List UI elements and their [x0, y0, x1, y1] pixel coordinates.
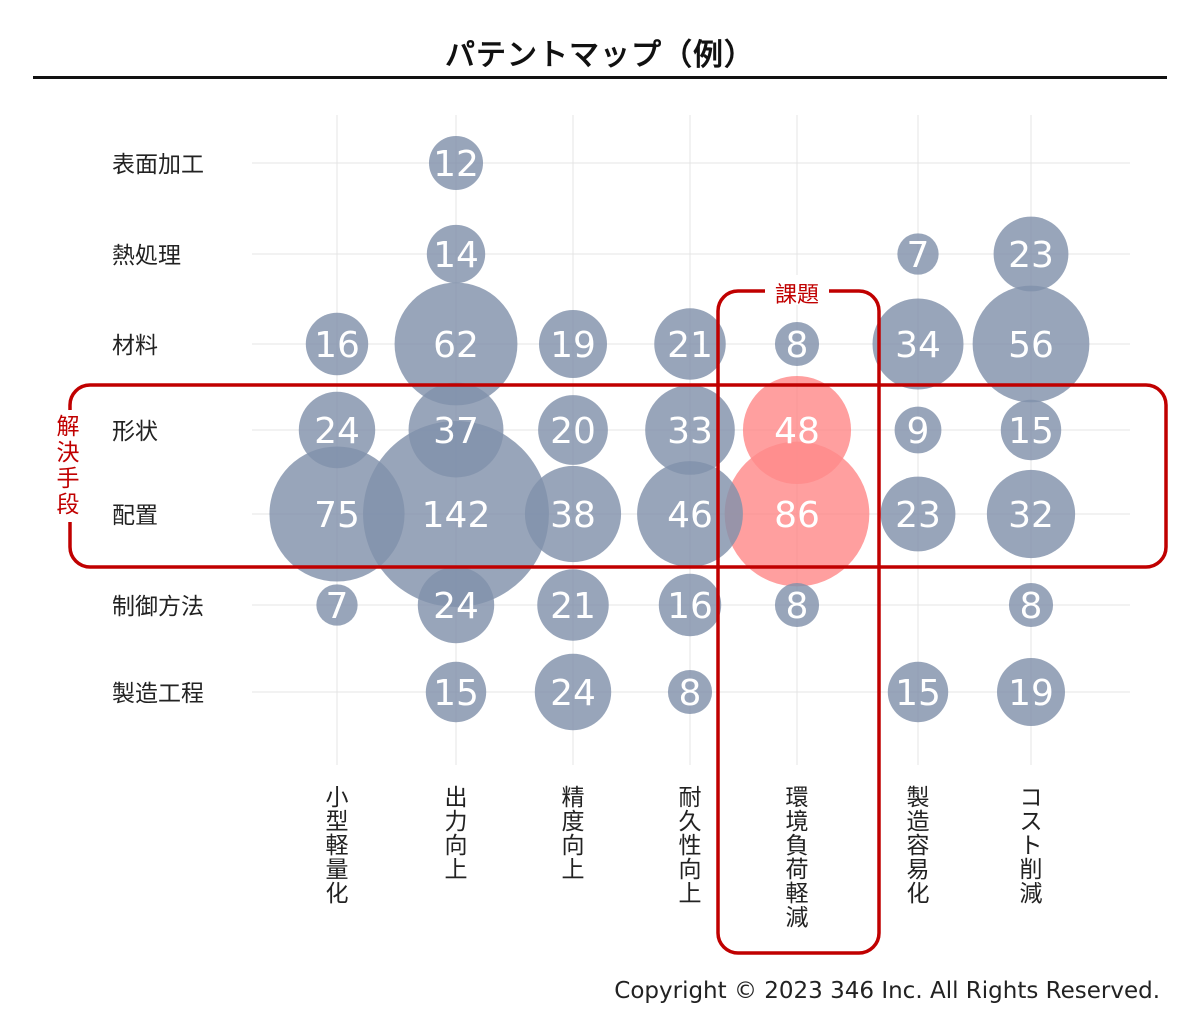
- bubble: [654, 308, 726, 380]
- y-tick-label: 熱処理: [112, 243, 181, 269]
- bubble: [534, 653, 612, 731]
- bubble-value-label: 7: [326, 586, 349, 627]
- bubble: [539, 310, 607, 378]
- bubble: [394, 282, 518, 406]
- bubble: [774, 321, 820, 367]
- bubble-value-label: 142: [422, 495, 491, 536]
- bubble: [894, 406, 942, 454]
- bubble-value-label: 21: [667, 325, 713, 366]
- bubble: [316, 584, 358, 626]
- x-tick-label: 耐久性向上: [679, 785, 702, 907]
- bubble-value-label: 15: [895, 673, 941, 714]
- bubble: [658, 573, 722, 637]
- bubble-value-label: 16: [667, 586, 713, 627]
- bubble-value-label: 7: [907, 235, 930, 276]
- bubble-value-label: 46: [667, 495, 713, 536]
- bubble-value-label: 56: [1008, 325, 1054, 366]
- bubble: [425, 661, 487, 723]
- y-tick-label: 材料: [112, 333, 158, 359]
- bubble-value-label: 24: [550, 673, 596, 714]
- row-highlight-label: 解決手段: [57, 414, 80, 518]
- bubble-value-label: 14: [433, 235, 479, 276]
- bubble: [417, 566, 495, 644]
- bubble: [972, 285, 1090, 403]
- bubble: [538, 395, 608, 465]
- bubble-value-label: 75: [314, 495, 360, 536]
- column-highlight-label: 課題: [775, 283, 819, 308]
- bubble: [305, 312, 369, 376]
- bubble: [887, 661, 949, 723]
- bubble-value-label: 23: [1008, 235, 1054, 276]
- y-tick-label: 製造工程: [112, 681, 204, 707]
- x-tick-label: コスト削減: [1020, 785, 1043, 907]
- bubble-value-label: 62: [433, 325, 479, 366]
- bubble: [524, 465, 622, 563]
- bubble: [993, 216, 1069, 292]
- bubble-value-label: 32: [1008, 495, 1054, 536]
- bubble-value-label: 19: [1008, 673, 1054, 714]
- x-tick-label: 環境負荷軽減: [786, 785, 809, 931]
- bubble-value-label: 20: [550, 411, 596, 452]
- bubble-labels: 12 14 7 23 16 62 19 21 8 34 56 24 37 20 33 48 9 15 75 142 38…: [314, 144, 1054, 714]
- bubble-value-label: 19: [550, 325, 596, 366]
- bubble-value-label: 24: [433, 586, 479, 627]
- x-tick-label: 製造容易化: [907, 785, 930, 907]
- bubble-value-label: 15: [433, 673, 479, 714]
- bubble: [1008, 582, 1054, 628]
- bubble: [667, 669, 713, 715]
- row-highlight-label-bg: [54, 410, 84, 522]
- bubble: [774, 582, 820, 628]
- bubble: [269, 446, 405, 582]
- copyright-notice: Copyright © 2023 346 Inc. All Rights Res…: [614, 978, 1160, 1004]
- bubble: [880, 476, 956, 552]
- bubble: [1000, 399, 1062, 461]
- bubble: [408, 382, 504, 478]
- bubble-value-label: 12: [433, 144, 479, 185]
- bubble-value-label: 16: [314, 325, 360, 366]
- bubble-highlighted: [724, 441, 870, 587]
- bubble: [986, 469, 1076, 559]
- title-divider: [33, 76, 1167, 79]
- bubble: [298, 391, 376, 469]
- bubble-value-label: 8: [1020, 586, 1043, 627]
- x-tick-label: 小型軽量化: [326, 785, 349, 907]
- bubble-value-label: 38: [550, 495, 596, 536]
- page-title: パテントマップ（例）: [445, 38, 755, 73]
- bubble-value-label: 21: [550, 586, 596, 627]
- bubble-value-label: 15: [1008, 411, 1054, 452]
- bubble-value-label: 23: [895, 495, 941, 536]
- bubble-value-label: 33: [667, 411, 713, 452]
- bubble-value-label: 37: [433, 411, 479, 452]
- column-highlight-label-bg: [765, 275, 829, 305]
- y-tick-label: 形状: [112, 419, 158, 445]
- y-tick-label: 制御方法: [112, 594, 204, 620]
- bubble: [428, 135, 484, 191]
- bubble: [645, 385, 735, 475]
- bubble-value-label: 9: [907, 411, 930, 452]
- bubble-value-label: 48: [774, 411, 820, 452]
- bubble: [897, 233, 939, 275]
- bubble-value-label: 34: [895, 325, 941, 366]
- bubble: [872, 298, 964, 390]
- bubble-value-label: 86: [774, 495, 820, 536]
- bubble-highlighted: [742, 375, 852, 485]
- bubble-value-label: 24: [314, 411, 360, 452]
- bubble-value-label: 8: [679, 673, 702, 714]
- y-tick-label: 表面加工: [112, 152, 204, 178]
- bubble: [997, 658, 1065, 726]
- bubble: [363, 421, 549, 607]
- bubble-value-label: 8: [786, 586, 809, 627]
- bubble: [426, 224, 486, 284]
- bubble: [537, 569, 609, 641]
- y-tick-label: 配置: [112, 503, 158, 529]
- x-tick-label: 出力向上: [445, 785, 468, 883]
- x-tick-label: 精度向上: [562, 785, 585, 883]
- bubble-value-label: 8: [786, 325, 809, 366]
